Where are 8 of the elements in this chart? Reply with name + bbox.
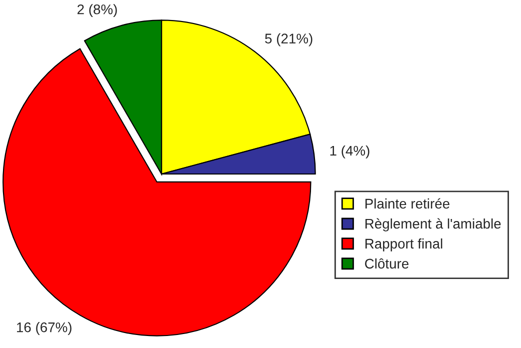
data-label: 16 (67%): [17, 322, 72, 335]
data-label: 5 (21%): [265, 33, 312, 46]
legend-label: Rapport final: [365, 238, 442, 252]
legend-label: Règlement à l'amiable: [365, 218, 501, 232]
legend-label: Clôture: [365, 258, 408, 269]
legend-label: Plainte retirée: [365, 198, 450, 209]
data-label: 2 (8%): [78, 4, 117, 18]
data-label: 1 (4%): [330, 145, 370, 158]
